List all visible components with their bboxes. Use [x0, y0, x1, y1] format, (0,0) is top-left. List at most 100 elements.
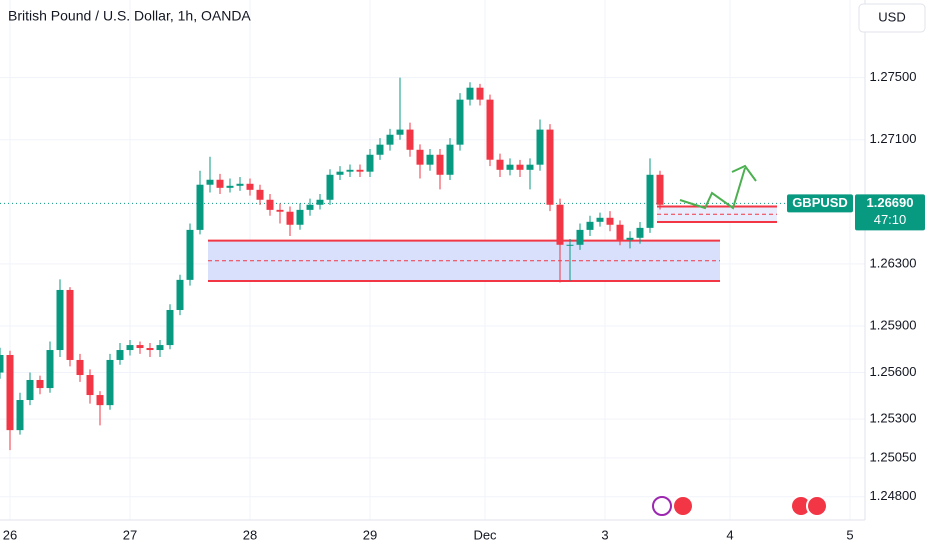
candle-body: [406, 129, 414, 150]
event-icons: [652, 495, 828, 517]
candle-body: [316, 199, 324, 205]
candle-body: [536, 129, 544, 165]
candle-body: [296, 209, 304, 225]
candle-body: [496, 159, 504, 170]
candle-body: [96, 395, 104, 406]
candle-body: [326, 174, 334, 200]
y-tick-label: 1.27500: [870, 69, 917, 84]
candle-body: [26, 379, 34, 401]
candle-body: [246, 183, 254, 190]
candle-body: [76, 359, 84, 376]
last-price: GBPUSD 1.26690 47:10: [787, 194, 925, 231]
y-tick-label: 1.26300: [870, 255, 917, 270]
candle-body: [216, 179, 224, 188]
y-tick-label: 1.25900: [870, 317, 917, 332]
event-icon: [806, 495, 828, 517]
candle-body: [446, 144, 454, 175]
candle-body: [266, 199, 274, 210]
y-tick-label: 1.25050: [870, 449, 917, 464]
price-tag: [855, 194, 925, 231]
candle-body: [116, 350, 124, 360]
candle-body: [556, 204, 564, 245]
candle-body: [156, 345, 164, 351]
candle-body: [456, 99, 464, 145]
x-tick-label: 26: [3, 527, 17, 542]
x-tick-label: 27: [123, 527, 137, 542]
candle-body: [516, 164, 524, 170]
candle-body: [386, 134, 394, 145]
candle-body: [546, 129, 554, 205]
candle-body: [646, 174, 654, 228]
candle-body: [506, 164, 514, 170]
arrow-head: [731, 164, 757, 182]
candle-body: [616, 224, 624, 240]
candle-body: [366, 154, 374, 172]
plot: [0, 77, 865, 451]
candle-body: [376, 144, 384, 155]
candle-body: [426, 154, 434, 165]
candle-body: [256, 189, 264, 200]
candle-body: [306, 204, 314, 210]
candle-body: [66, 289, 74, 360]
y-tick-label: 1.27100: [870, 131, 917, 146]
candle-body: [566, 244, 574, 246]
candle-body: [286, 211, 294, 225]
candle-body: [6, 354, 14, 431]
candle-body: [0, 354, 4, 373]
forecast-arrow: [679, 167, 746, 210]
candle-body: [656, 174, 664, 205]
candle-body: [146, 348, 154, 351]
event-icon: [672, 495, 694, 517]
countdown-label: 47:10: [874, 212, 907, 227]
candle-body: [176, 279, 184, 310]
symbol-tag: [787, 194, 853, 213]
candle-body: [466, 87, 474, 100]
x-tick-label: Dec: [473, 527, 497, 542]
symbol-label: GBPUSD: [792, 195, 848, 210]
candle-body: [606, 217, 614, 225]
candle-body: [416, 149, 424, 165]
price-tag-label: 1.26690: [867, 195, 914, 210]
candle-body: [46, 350, 54, 389]
candle-body: [336, 171, 344, 175]
chart-title: British Pound / U.S. Dollar, 1h, OANDA: [8, 8, 251, 24]
x-tick-label: 29: [363, 527, 377, 542]
y-tick-label: 1.25300: [870, 411, 917, 426]
candle-body: [476, 87, 484, 100]
candle-body: [56, 289, 64, 351]
currency-label: USD: [878, 9, 905, 24]
y-tick-label: 1.25600: [870, 364, 917, 379]
candle-body: [106, 359, 114, 406]
candle-body: [626, 237, 634, 240]
candle-body: [586, 221, 594, 230]
candle-body: [226, 185, 234, 188]
x-tick-label: 5: [846, 527, 853, 542]
candle-body: [276, 209, 284, 212]
event-icon: [652, 496, 672, 516]
candle-body: [196, 184, 204, 230]
candle-body: [346, 169, 354, 172]
candle-body: [16, 400, 24, 431]
x-tick-label: 4: [726, 527, 733, 542]
candle-body: [526, 164, 534, 170]
candle-body: [86, 375, 94, 396]
candle-body: [166, 309, 174, 346]
candle-body: [36, 379, 44, 389]
candle-body: [186, 229, 194, 280]
candle-body: [396, 129, 404, 135]
x-tick-label: 28: [243, 527, 257, 542]
candle-body: [206, 179, 214, 185]
x-tick-label: 3: [601, 527, 608, 542]
candle-body: [576, 229, 584, 245]
currency-button[interactable]: [858, 3, 926, 33]
candle-body: [486, 99, 494, 160]
candle-body: [356, 169, 364, 172]
candle-body: [636, 227, 644, 238]
candle-body: [126, 345, 134, 351]
candle-body: [596, 217, 604, 222]
candle-body: [136, 345, 144, 349]
candle-body: [436, 154, 444, 175]
y-tick-label: 1.24800: [870, 488, 917, 503]
candle-body: [236, 183, 244, 186]
